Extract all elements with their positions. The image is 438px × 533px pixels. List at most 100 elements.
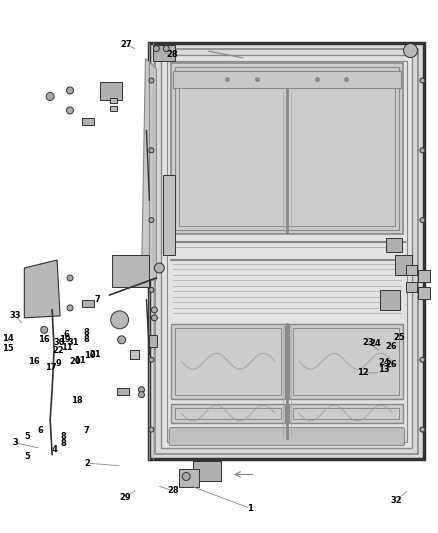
Text: 28: 28 [168, 486, 179, 495]
Text: 31: 31 [67, 338, 79, 347]
Text: 16: 16 [28, 357, 40, 366]
Circle shape [149, 287, 154, 293]
Text: 27: 27 [120, 41, 132, 50]
Circle shape [118, 336, 126, 344]
Polygon shape [171, 62, 403, 234]
Circle shape [420, 427, 425, 432]
Polygon shape [289, 324, 403, 399]
Text: 7: 7 [83, 426, 89, 435]
Circle shape [149, 78, 154, 83]
Bar [193, 462, 221, 481]
Polygon shape [161, 54, 413, 448]
Text: 30: 30 [53, 338, 65, 347]
Bar [386, 238, 402, 252]
Text: 21: 21 [89, 350, 101, 359]
Text: 8: 8 [83, 335, 89, 344]
Text: 26: 26 [386, 360, 398, 369]
Bar [406, 282, 417, 292]
Text: 20: 20 [70, 357, 81, 366]
Text: 2: 2 [85, 459, 90, 467]
Circle shape [420, 287, 425, 293]
Text: 16: 16 [38, 335, 49, 344]
Circle shape [149, 217, 154, 223]
Bar [112, 255, 149, 287]
Circle shape [138, 392, 145, 398]
Polygon shape [171, 403, 285, 423]
Circle shape [149, 357, 154, 362]
Circle shape [67, 305, 73, 311]
Polygon shape [149, 43, 424, 459]
Text: 5: 5 [25, 432, 31, 441]
Text: 6: 6 [64, 330, 69, 339]
Circle shape [152, 315, 157, 321]
Bar [110, 107, 117, 111]
Text: 18: 18 [71, 396, 83, 405]
Bar [153, 45, 175, 61]
Text: 33: 33 [10, 311, 21, 320]
Text: 26: 26 [386, 342, 398, 351]
Circle shape [67, 275, 73, 281]
Circle shape [403, 44, 417, 58]
Text: 32: 32 [390, 496, 402, 505]
Bar [418, 287, 431, 299]
FancyBboxPatch shape [169, 427, 405, 446]
Circle shape [153, 46, 159, 52]
Polygon shape [289, 403, 403, 423]
Polygon shape [171, 324, 285, 399]
Bar [173, 70, 401, 88]
Circle shape [67, 87, 74, 94]
Text: 13: 13 [378, 365, 390, 374]
Bar [149, 335, 157, 347]
Text: 25: 25 [393, 333, 405, 342]
Bar [395, 255, 413, 275]
Text: 10: 10 [84, 351, 95, 360]
Circle shape [46, 92, 54, 100]
Text: 24: 24 [370, 339, 381, 348]
Circle shape [111, 311, 129, 329]
Text: 19: 19 [59, 335, 71, 344]
Text: 11: 11 [74, 356, 86, 365]
Text: 9: 9 [55, 359, 61, 368]
Bar [406, 265, 417, 275]
Text: 12: 12 [357, 368, 368, 377]
Text: 17: 17 [46, 363, 57, 372]
Text: 8: 8 [60, 432, 66, 441]
Circle shape [152, 307, 157, 313]
Circle shape [420, 148, 425, 153]
Text: 11: 11 [61, 343, 73, 352]
Text: 4: 4 [52, 446, 58, 455]
Bar [380, 290, 399, 310]
Bar [82, 300, 94, 307]
Text: 5: 5 [25, 452, 31, 461]
Text: 7: 7 [95, 295, 100, 304]
Circle shape [149, 148, 154, 153]
Text: 8: 8 [83, 328, 89, 337]
Circle shape [163, 46, 169, 52]
Bar [117, 387, 129, 394]
Circle shape [154, 263, 164, 273]
Text: 14: 14 [2, 334, 14, 343]
Bar [130, 350, 139, 359]
Text: 28: 28 [166, 51, 178, 59]
Bar [82, 118, 94, 125]
Bar [163, 175, 175, 255]
Polygon shape [25, 260, 60, 318]
Circle shape [138, 386, 145, 393]
Text: 29: 29 [120, 493, 131, 502]
Text: 6: 6 [38, 426, 44, 435]
Bar [110, 99, 117, 103]
Circle shape [420, 357, 425, 362]
Circle shape [67, 107, 74, 114]
Text: 15: 15 [2, 344, 14, 353]
Text: 3: 3 [13, 439, 18, 448]
Circle shape [149, 427, 154, 432]
Bar [100, 83, 122, 100]
Polygon shape [141, 59, 156, 280]
Text: 22: 22 [52, 346, 64, 355]
Text: 1: 1 [247, 504, 253, 513]
Circle shape [420, 217, 425, 223]
Circle shape [41, 326, 48, 333]
Text: 23: 23 [362, 338, 374, 347]
Text: 8: 8 [60, 439, 66, 448]
Bar [179, 470, 199, 487]
